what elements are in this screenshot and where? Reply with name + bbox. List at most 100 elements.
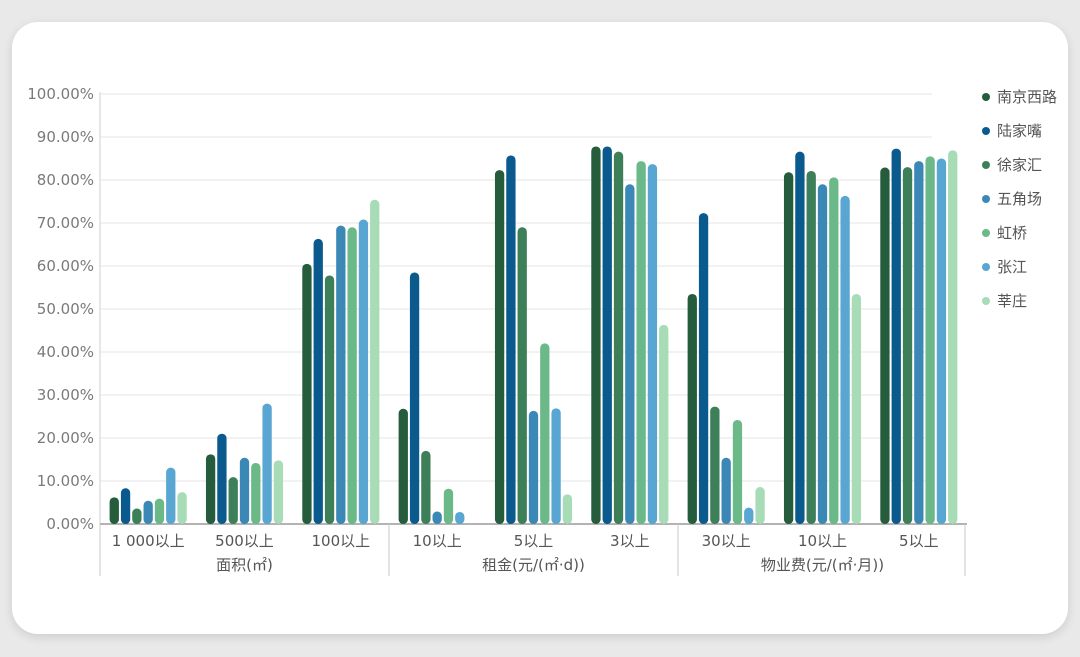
- bar: [540, 343, 550, 524]
- bar: [755, 487, 765, 524]
- bar: [647, 164, 658, 524]
- bar: [336, 225, 346, 524]
- bar: [562, 494, 573, 524]
- category-label: 3以上: [610, 532, 650, 550]
- bar: [421, 450, 431, 524]
- bar: [313, 238, 323, 524]
- legend-label: 南京西路: [997, 88, 1057, 106]
- bar: [358, 219, 369, 524]
- y-tick-label: 50.00%: [37, 300, 94, 318]
- bar: [806, 170, 816, 524]
- bar: [347, 227, 357, 525]
- bar: [262, 403, 272, 524]
- bar: [398, 408, 408, 524]
- bar: [698, 213, 709, 525]
- legend-label: 张江: [997, 258, 1027, 276]
- legend-marker: [982, 127, 990, 135]
- category-label: 10以上: [798, 532, 847, 550]
- bar: [602, 146, 612, 524]
- bar: [891, 148, 901, 525]
- legend-label: 虹桥: [997, 224, 1027, 242]
- bar: [625, 184, 635, 525]
- category-label: 30以上: [702, 532, 751, 550]
- bar: [591, 146, 601, 524]
- bar: [455, 511, 465, 524]
- bar: [687, 293, 697, 524]
- bar: [880, 167, 890, 524]
- legend-label: 徐家汇: [997, 156, 1042, 174]
- legend-marker: [982, 297, 990, 305]
- bar: [166, 467, 176, 524]
- bar: [205, 454, 216, 524]
- bar: [302, 263, 312, 524]
- bar: [795, 151, 805, 524]
- legend-label: 陆家嘴: [997, 122, 1042, 140]
- bar: [840, 195, 850, 524]
- bar: [721, 457, 731, 524]
- legend-label: 莘庄: [997, 292, 1027, 310]
- group-label: 面积(㎡): [216, 556, 273, 574]
- bar: [829, 177, 839, 525]
- bar: [120, 488, 131, 524]
- category-label: 500以上: [215, 532, 274, 550]
- bar: [506, 155, 516, 525]
- y-tick-label: 90.00%: [37, 128, 94, 146]
- y-tick-label: 40.00%: [37, 343, 94, 361]
- bar: [494, 170, 505, 525]
- bar: [936, 158, 947, 524]
- bar: [239, 457, 250, 524]
- y-tick-label: 0.00%: [46, 515, 94, 533]
- y-tick-label: 60.00%: [37, 257, 94, 275]
- legend-marker: [982, 263, 990, 271]
- category-label: 5以上: [899, 532, 939, 550]
- bar: [914, 161, 924, 524]
- y-tick-label: 20.00%: [37, 429, 94, 447]
- bar: [851, 293, 862, 524]
- bar: [409, 272, 420, 524]
- bar: [636, 161, 646, 524]
- legend-marker: [982, 195, 990, 203]
- legend-marker: [982, 229, 990, 237]
- y-tick-label: 80.00%: [37, 171, 94, 189]
- bar: [817, 184, 828, 525]
- bar: [659, 324, 669, 524]
- y-tick-label: 30.00%: [37, 386, 94, 404]
- group-label: 物业费(元/(㎡·月)): [761, 556, 884, 574]
- bar: [432, 511, 442, 524]
- bar: [177, 492, 187, 524]
- bar: [132, 508, 142, 524]
- bar: [324, 275, 335, 524]
- group-label: 租金(元/(㎡·d)): [482, 556, 585, 574]
- bar: [143, 500, 153, 524]
- bar: [902, 167, 913, 524]
- legend-label: 五角场: [997, 190, 1042, 208]
- category-label: 10以上: [413, 532, 462, 550]
- category-label: 1 000以上: [112, 532, 185, 550]
- bar: [948, 150, 958, 524]
- bar: [228, 477, 238, 524]
- bar: [710, 406, 720, 524]
- y-tick-label: 100.00%: [27, 85, 94, 103]
- bar: [925, 156, 935, 524]
- bar: [443, 488, 454, 524]
- legend-marker: [982, 161, 990, 169]
- bar: [732, 419, 743, 524]
- category-label: 5以上: [514, 532, 554, 550]
- y-tick-label: 70.00%: [37, 214, 94, 232]
- bar: [744, 507, 754, 524]
- y-tick-label: 10.00%: [37, 472, 94, 490]
- category-label: 100以上: [312, 532, 371, 550]
- bar: [273, 460, 284, 524]
- bar: [517, 227, 527, 525]
- bar: [109, 497, 119, 524]
- bar: [154, 498, 165, 524]
- legend-marker: [982, 93, 990, 101]
- bar: [783, 172, 794, 524]
- bar: [528, 410, 539, 524]
- bar: [217, 433, 227, 524]
- bar: [613, 151, 624, 524]
- bar: [551, 408, 561, 524]
- bar: [251, 462, 261, 524]
- bar: [370, 199, 380, 524]
